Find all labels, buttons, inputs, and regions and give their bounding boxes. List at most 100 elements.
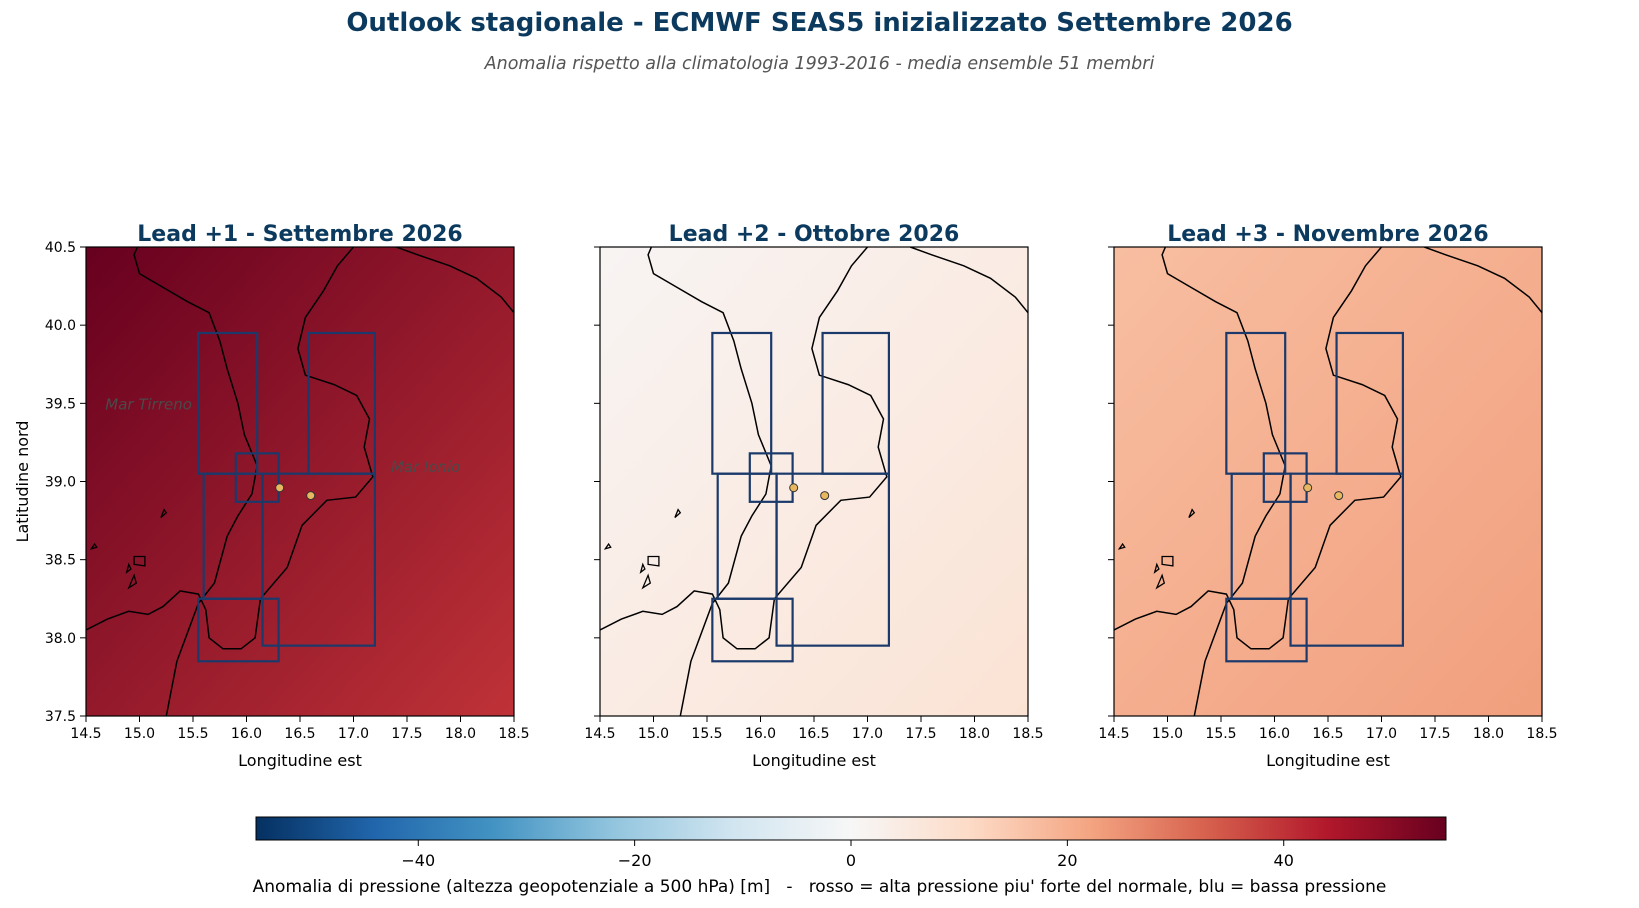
coastline-2 [1161,247,1286,716]
city-marker-2 [1334,491,1344,501]
x-tick-label: 15.5 [691,726,722,742]
island-1 [133,555,146,567]
coastline-3 [1424,247,1542,314]
y-tick-label: 40.0 [45,318,76,334]
x-tick-label: 16.5 [284,726,315,742]
figure-title: Outlook stagionale - ECMWF SEAS5 inizial… [346,8,1293,38]
colorbar-tick-label: 0 [846,851,856,870]
coastline-1 [86,247,374,650]
island-3 [641,573,652,590]
island-3 [127,573,138,590]
island-1 [647,555,660,567]
city-marker-1 [789,483,799,493]
x-tick-label: 17.0 [338,726,369,742]
region-box-6 [1225,597,1308,663]
anomaly-field [600,247,1028,716]
x-tick-label: 14.5 [70,726,101,742]
x-tick-label: 18.0 [445,726,476,742]
city-marker-2 [820,491,830,501]
x-tick-label: 15.0 [124,726,155,742]
sea-label: Mar Tirreno [105,395,192,413]
coastlines [86,247,514,716]
colorbar-tick-label: 20 [1057,851,1077,870]
y-tick-label: 38.5 [45,553,76,569]
coastline-3 [396,247,514,314]
coastline-1 [600,247,888,650]
island-5 [603,542,612,550]
x-tick-label: 15.5 [177,726,208,742]
x-tick-label: 15.0 [638,726,669,742]
city-marker-1 [1303,483,1313,493]
x-tick-label: 16.0 [231,726,262,742]
island-2 [1153,562,1160,574]
x-tick-label: 16.5 [1312,726,1343,742]
x-tick-label: 15.5 [1205,726,1236,742]
x-tick-label: 16.0 [745,726,776,742]
y-tick-label: 39.5 [45,396,76,412]
colorbar-tick-label: 40 [1274,851,1294,870]
colorbar-gradient [255,816,1447,841]
region-box-6 [711,597,794,663]
x-tick-label: 15.0 [1152,726,1183,742]
region-box-5 [748,452,794,503]
x-axis-label: Longitudine est [238,751,362,770]
x-tick-label: 17.5 [1419,726,1450,742]
map-panel-3: 14.5 15.0 15.5 16.0 16.5 17.0 17.5 18.0 18.5 Long… [1098,222,1557,770]
coastlines [1114,247,1542,716]
region-box-5 [1262,452,1308,503]
sea-label: Mar Ionio [391,458,461,476]
anomaly-field [1114,247,1542,716]
x-tick-label: 16.5 [798,726,829,742]
island-4 [674,508,682,518]
island-4 [1188,508,1196,518]
island-5 [1117,542,1126,550]
city-marker-2 [306,491,316,501]
x-tick-label: 18.5 [1526,726,1557,742]
colorbar-tick-label: −40 [401,851,435,870]
x-tick-label: 17.0 [1366,726,1397,742]
island-5 [89,542,98,550]
region-box-4 [775,472,890,647]
x-tick-label: 18.0 [1473,726,1504,742]
island-4 [160,508,168,518]
x-tick-label: 18.0 [959,726,990,742]
y-axis-label: Latitudine nord [13,421,32,543]
x-tick-label: 17.0 [852,726,883,742]
y-tick-label: 37.5 [45,709,76,725]
island-3 [1155,573,1166,590]
y-tick-label: 40.5 [45,240,76,256]
island-1 [1161,555,1174,567]
colorbar-label: Anomalia di pressione (altezza geopotenz… [252,877,1387,897]
city-marker-1 [275,483,285,493]
region-box-4 [261,472,376,647]
island-2 [639,562,646,574]
region-box-6 [197,597,280,663]
x-tick-label: 18.5 [498,726,529,742]
map-panel-1: Mar Tirreno Mar Ionio 14.5 15.0 15.5 16.0 16.5… [13,222,530,770]
coastline-2 [133,247,258,716]
x-tick-label: 18.5 [1012,726,1043,742]
coastlines [600,247,1028,716]
x-tick-label: 14.5 [584,726,615,742]
anomaly-field [86,247,514,716]
figure-subtitle: Anomalia rispetto alla climatologia 1993… [484,54,1155,74]
region-box-4 [1289,472,1405,647]
y-tick-label: 39.0 [45,475,76,491]
x-axis-label: Longitudine est [1266,751,1390,770]
region-box-5 [234,452,280,503]
panel-title: Lead +1 - Settembre 2026 [137,222,462,247]
coastline-3 [910,247,1028,314]
y-tick-label: 38.0 [45,631,76,647]
x-tick-label: 16.0 [1259,726,1290,742]
x-axis-label: Longitudine est [752,751,876,770]
panel-title: Lead +2 - Ottobre 2026 [669,222,960,247]
map-panel-2: 14.5 15.0 15.5 16.0 16.5 17.0 17.5 18.0 18.5 Long… [584,222,1043,770]
colorbar-tick-label: −20 [618,851,652,870]
panel-title: Lead +3 - Novembre 2026 [1167,222,1489,247]
coastline-2 [647,247,772,716]
colorbar: −40 −20 0 20 40 [255,816,1447,870]
coastline-1 [1114,247,1402,650]
x-tick-label: 14.5 [1098,726,1129,742]
x-tick-label: 17.5 [391,726,422,742]
